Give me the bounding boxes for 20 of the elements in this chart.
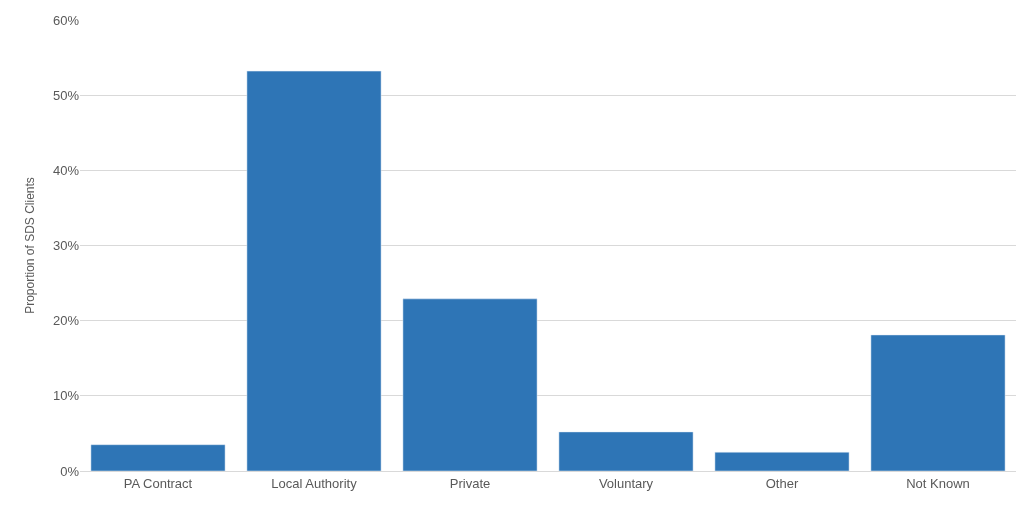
bar — [246, 70, 382, 471]
y-axis-title: Proportion of SDS Clients — [23, 177, 38, 314]
bar — [90, 444, 226, 471]
bar — [402, 298, 538, 471]
y-tick-label: 30% — [52, 238, 80, 254]
x-tick-label: Not Known — [906, 475, 970, 491]
x-tick-label: Private — [449, 475, 491, 491]
x-tick-label: Local Authority — [271, 475, 358, 491]
x-tick-label: PA Contract — [123, 475, 193, 491]
bar — [558, 431, 694, 471]
bar — [870, 334, 1006, 471]
y-tick-label: 40% — [52, 162, 80, 178]
y-tick-label: 0% — [60, 463, 80, 479]
x-tick-label: Other — [765, 475, 799, 491]
y-tick-label: 60% — [52, 12, 80, 28]
bar — [714, 451, 850, 471]
x-tick-label: Voluntary — [598, 475, 654, 491]
y-tick-label: 20% — [52, 313, 80, 329]
y-tick-label: 50% — [52, 87, 80, 103]
y-tick-label: 10% — [52, 388, 80, 404]
